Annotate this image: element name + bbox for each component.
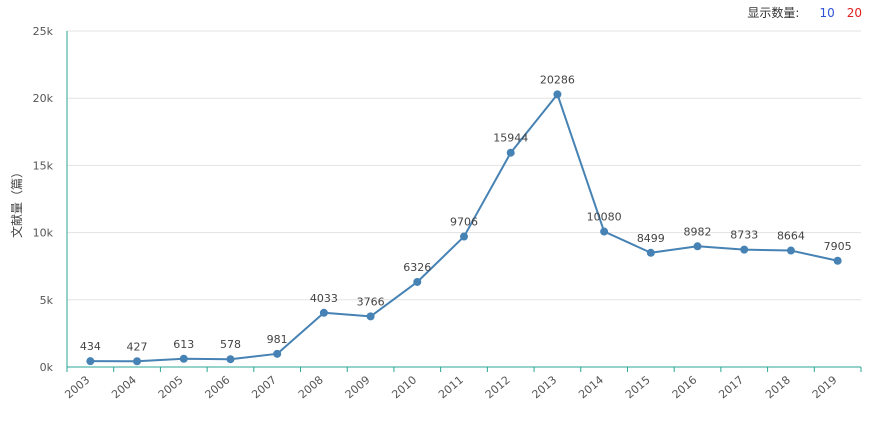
x-tick-label: 2011 (436, 373, 466, 401)
data-point[interactable] (86, 357, 95, 366)
x-axis-tick-labels: 2003 2004 2005 2006 2007 2008 2009 2010 2011 2012… (62, 373, 839, 401)
data-point[interactable] (366, 312, 375, 321)
x-tick-label: 2012 (483, 373, 513, 401)
y-tick-label: 10k (33, 227, 54, 240)
data-point[interactable] (786, 246, 795, 255)
data-point[interactable] (413, 277, 422, 286)
x-tick-label: 2014 (576, 373, 606, 401)
data-label: 3766 (357, 295, 385, 308)
data-label: 7905 (824, 240, 852, 253)
display-count-option-10[interactable]: 10 (819, 6, 835, 20)
data-points (86, 90, 842, 366)
x-tick-label: 2007 (249, 373, 279, 401)
y-axis-title: 文献量（篇） (9, 166, 24, 238)
display-count-label: 显示数量: (747, 6, 800, 20)
y-tick-label: 25k (33, 25, 54, 38)
y-axis-tick-labels: 0k 5k 10k 15k 20k 25k (33, 25, 54, 374)
data-point[interactable] (133, 357, 142, 366)
data-label: 4033 (310, 292, 338, 305)
data-point[interactable] (553, 90, 562, 99)
data-label: 15944 (493, 132, 528, 145)
x-tick-label: 2004 (109, 373, 139, 401)
data-label: 434 (80, 340, 101, 353)
data-label: 578 (220, 338, 241, 351)
data-point[interactable] (506, 148, 515, 157)
data-label: 6326 (403, 261, 431, 274)
y-tick-label: 5k (40, 294, 54, 307)
data-point[interactable] (600, 227, 609, 236)
axes (66, 31, 862, 372)
data-point[interactable] (646, 248, 655, 257)
x-tick-label: 2019 (810, 373, 840, 401)
x-tick-label: 2016 (670, 373, 700, 401)
data-point[interactable] (460, 232, 468, 241)
data-point[interactable] (833, 256, 842, 265)
y-tick-label: 20k (33, 92, 54, 105)
x-tick-label: 2015 (623, 373, 653, 401)
data-point[interactable] (273, 349, 282, 358)
data-label: 613 (173, 338, 194, 351)
data-point[interactable] (740, 245, 749, 254)
data-label: 8733 (730, 229, 758, 242)
data-point[interactable] (226, 355, 235, 364)
data-label: 981 (267, 333, 288, 346)
x-tick-label: 2008 (296, 373, 326, 401)
x-tick-label: 2013 (530, 373, 560, 401)
display-count-control: 显示数量: 10 20 (747, 5, 862, 21)
data-label: 10080 (587, 211, 622, 224)
data-point[interactable] (179, 354, 188, 363)
x-tick-label: 2003 (62, 373, 92, 401)
data-labels: 434 427 613 578 981 4033 3766 6326 9706 15944 2028… (80, 73, 852, 353)
grid-lines (67, 30, 861, 301)
x-tick-label: 2005 (156, 373, 186, 401)
display-count-option-20[interactable]: 20 (846, 6, 862, 20)
data-label: 427 (127, 340, 148, 353)
data-label: 8499 (637, 232, 665, 245)
x-tick-label: 2018 (763, 373, 793, 401)
x-tick-label: 2006 (203, 373, 233, 401)
x-tick-label: 2017 (716, 373, 746, 401)
data-point[interactable] (693, 242, 702, 251)
data-label: 9706 (450, 216, 478, 229)
data-label: 8664 (777, 230, 805, 243)
data-label: 20286 (540, 73, 575, 86)
data-point[interactable] (319, 308, 328, 317)
y-tick-label: 0k (40, 361, 54, 374)
y-tick-label: 15k (33, 159, 54, 172)
x-tick-label: 2009 (343, 373, 373, 401)
data-label: 8982 (684, 225, 712, 238)
x-tick-label: 2010 (389, 373, 419, 401)
